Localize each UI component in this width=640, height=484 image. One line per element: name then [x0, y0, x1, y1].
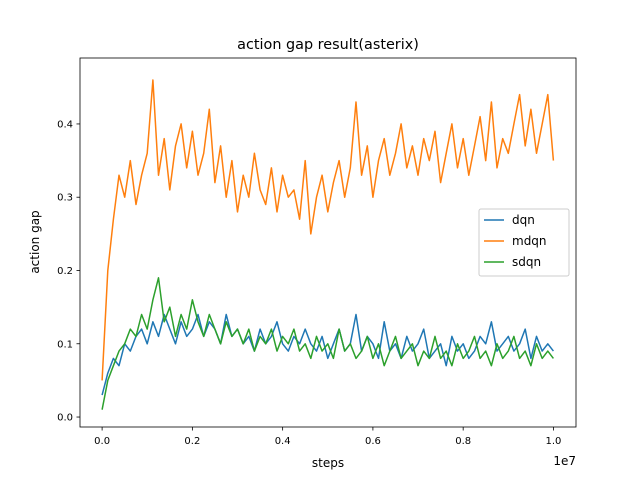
legend-frame: [478, 208, 570, 277]
y-tick-label: 0.2: [57, 266, 73, 277]
y-tick-label: 0.1: [57, 339, 73, 350]
y-tick-label: 0.4: [57, 119, 73, 130]
x-tick-label: 0.0: [94, 436, 110, 447]
legend-label-sdqn: sdqn: [512, 255, 541, 269]
x-offset-label: 1e7: [553, 454, 576, 468]
x-tick-label: 0.8: [455, 436, 471, 447]
x-tick-label: 1.0: [545, 436, 561, 447]
x-tick-label: 0.2: [184, 436, 200, 447]
legend-label-mdqn: mdqn: [512, 234, 547, 248]
y-axis-label: action gap: [28, 210, 42, 273]
x-tick-label: 0.6: [365, 436, 381, 447]
y-tick-label: 0.0: [57, 413, 73, 424]
series-line-mdqn: [101, 79, 555, 381]
y-tick-label: 0.3: [57, 193, 73, 204]
chart-title: action gap result(asterix): [237, 37, 419, 53]
legend-label-dqn: dqn: [512, 213, 535, 227]
tick-layer: 0.0 0.2 0.4 0.6 0.8 1.0 0.0 0.1 0.2 0.3 0.4: [57, 119, 561, 447]
x-tick-label: 0.4: [275, 436, 291, 447]
plot-frame: [79, 57, 577, 428]
legend: dqn mdqn sdqn: [478, 208, 570, 277]
series-layer: [101, 79, 555, 410]
x-axis-label: steps: [312, 456, 344, 470]
series-line-sdqn: [101, 277, 554, 410]
series-line-dqn: [101, 313, 554, 396]
